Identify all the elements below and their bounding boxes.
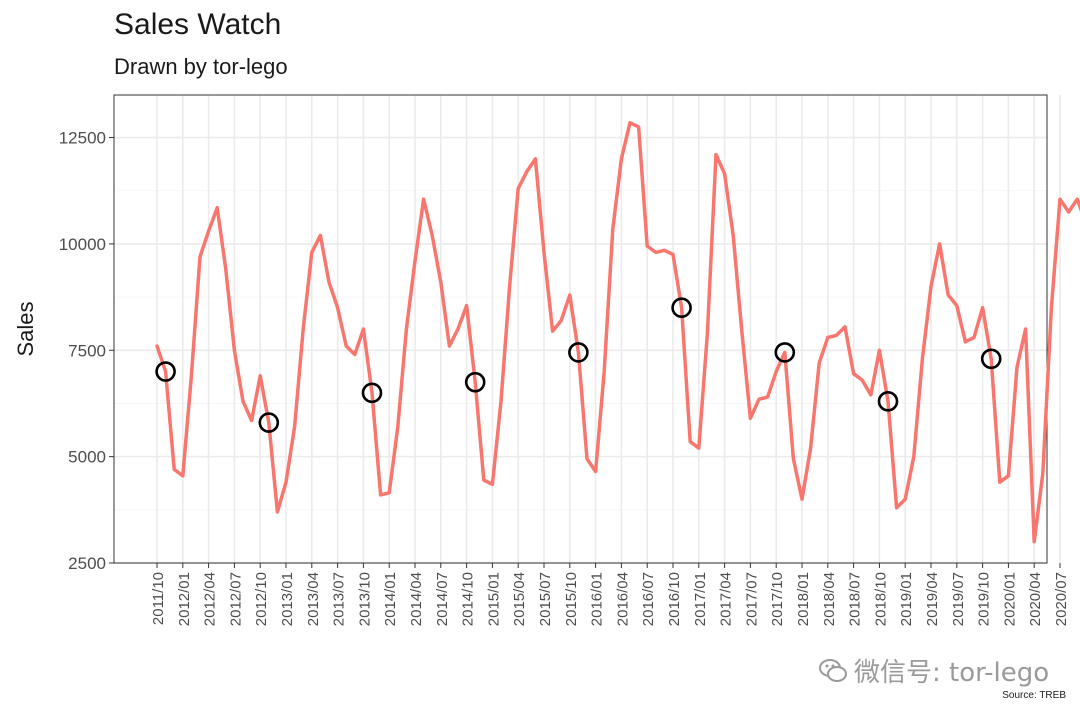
y-tick-label: 2500 — [68, 554, 106, 573]
highlight-point — [155, 361, 176, 382]
sales-series-line — [155, 120, 1080, 544]
plot-panel-border — [113, 94, 1048, 564]
chart-title: Sales Watch — [114, 8, 282, 41]
x-tick-label: 2019/10 — [976, 572, 993, 626]
grid-lines — [114, 95, 1061, 564]
y-axis: 2500 5000 7500 10000 12500 — [59, 129, 114, 573]
highlight-point — [361, 382, 383, 404]
x-tick-label: 2017/10 — [769, 572, 786, 626]
wechat-icon — [819, 658, 847, 682]
source-caption: Source: TREB — [1002, 690, 1066, 701]
highlight-point — [877, 391, 899, 412]
x-tick-label: 2014/07 — [434, 572, 451, 626]
x-tick-label: 2018/01 — [795, 572, 812, 626]
x-tick-label: 2015/07 — [537, 572, 554, 626]
highlight-markers — [155, 297, 1002, 433]
highlight-point — [980, 348, 1002, 370]
x-tick-label: 2018/07 — [847, 572, 864, 626]
watermark-text: 微信号: tor-lego — [854, 658, 1050, 688]
x-tick-label: 2020/07 — [1053, 572, 1070, 626]
x-tick-label: 2012/01 — [176, 572, 193, 626]
x-tick-label: 2014/01 — [382, 572, 399, 626]
watermark: 微信号: tor-lego — [818, 652, 1049, 689]
x-tick-label: 2018/04 — [821, 572, 838, 626]
x-tick-label: 2016/07 — [640, 572, 657, 626]
y-tick-label: 12500 — [59, 129, 106, 148]
chart-subtitle: Drawn by tor-lego — [114, 54, 288, 79]
x-tick-label: 2018/10 — [872, 572, 889, 626]
x-tick-label: 2017/01 — [692, 572, 709, 626]
x-tick-label: 2013/07 — [331, 572, 348, 626]
y-tick-label: 5000 — [68, 448, 106, 467]
x-tick-label: 2019/07 — [950, 572, 967, 626]
x-tick-label: 2012/04 — [202, 572, 219, 626]
x-tick-label: 2016/04 — [614, 572, 631, 626]
x-tick-label: 2014/04 — [408, 572, 425, 626]
highlight-point — [568, 342, 589, 363]
series-layer — [155, 120, 1080, 544]
x-tick-label: 2012/10 — [253, 572, 270, 626]
highlight-point — [774, 342, 796, 363]
highlight-point — [464, 371, 486, 393]
x-tick-label: 2016/01 — [589, 572, 606, 626]
x-tick-label: 2016/10 — [666, 572, 683, 626]
x-tick-label: 2019/04 — [924, 572, 941, 626]
x-axis: 2011/10 2012/01 2012/04 2012/07 2012/10 2013/… — [150, 563, 1080, 626]
x-tick-label: 2019/01 — [898, 572, 915, 626]
x-tick-label: 2013/01 — [279, 572, 296, 626]
x-tick-label: 2017/07 — [743, 572, 760, 626]
highlight-point — [258, 412, 280, 433]
x-tick-label: 2013/10 — [356, 572, 373, 626]
x-tick-label: 2020/04 — [1027, 572, 1044, 626]
x-tick-label: 2020/01 — [1001, 572, 1018, 626]
x-tick-label: 2015/01 — [485, 572, 502, 626]
x-tick-label: 2011/10 — [150, 572, 167, 625]
x-tick-label: 2017/04 — [718, 572, 735, 626]
y-axis-label: Sales — [13, 301, 38, 356]
x-tick-label: 2014/10 — [460, 572, 477, 626]
x-tick-label: 2013/04 — [305, 572, 322, 626]
x-tick-label: 2015/10 — [563, 572, 580, 626]
highlight-point — [671, 297, 692, 319]
x-tick-label: 2012/07 — [227, 572, 244, 626]
x-tick-label: 2020/10 — [1079, 572, 1080, 626]
y-tick-label: 10000 — [59, 235, 106, 254]
x-tick-label: 2015/04 — [511, 572, 528, 626]
y-tick-label: 7500 — [68, 341, 106, 360]
